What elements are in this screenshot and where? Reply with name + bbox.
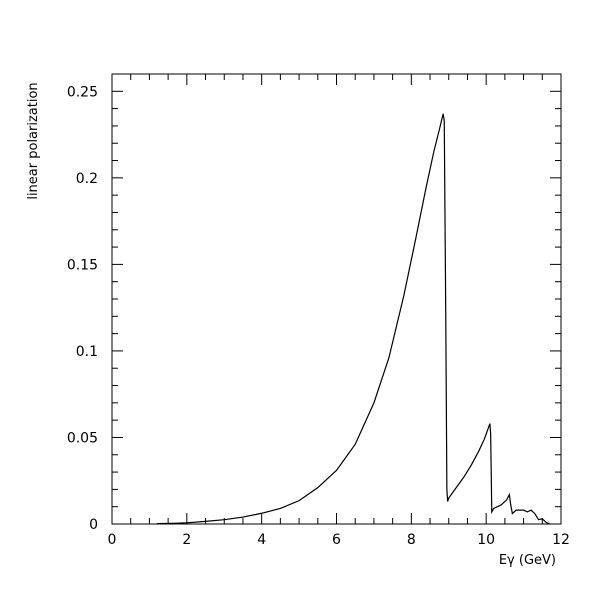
y-tick-label: 0.25 — [67, 84, 98, 100]
y-tick-label: 0 — [89, 517, 98, 533]
x-tick-label: 2 — [182, 532, 191, 548]
y-tick-label: 0.05 — [67, 430, 98, 446]
x-tick-labels: 0 2 4 6 8 10 12 — [108, 532, 570, 548]
y-axis-title: linear polarization — [26, 82, 41, 199]
series-line — [156, 113, 551, 525]
y-tick-label: 0.1 — [76, 344, 98, 360]
plot-frame — [111, 73, 562, 525]
x-tick-label: 0 — [108, 532, 117, 548]
axis-ticks — [111, 73, 562, 525]
y-tick-label: 0.15 — [67, 257, 98, 273]
x-tick-label: 6 — [332, 532, 341, 548]
x-axis-title: Eγ (GeV) — [499, 553, 556, 568]
x-tick-label: 8 — [407, 532, 416, 548]
x-tick-label: 12 — [552, 532, 570, 548]
x-tick-label: 10 — [477, 532, 495, 548]
y-tick-label: 0.2 — [76, 171, 98, 187]
y-tick-labels: 0 0.05 0.1 0.15 0.2 0.25 — [67, 84, 98, 533]
x-tick-label: 4 — [257, 532, 266, 548]
